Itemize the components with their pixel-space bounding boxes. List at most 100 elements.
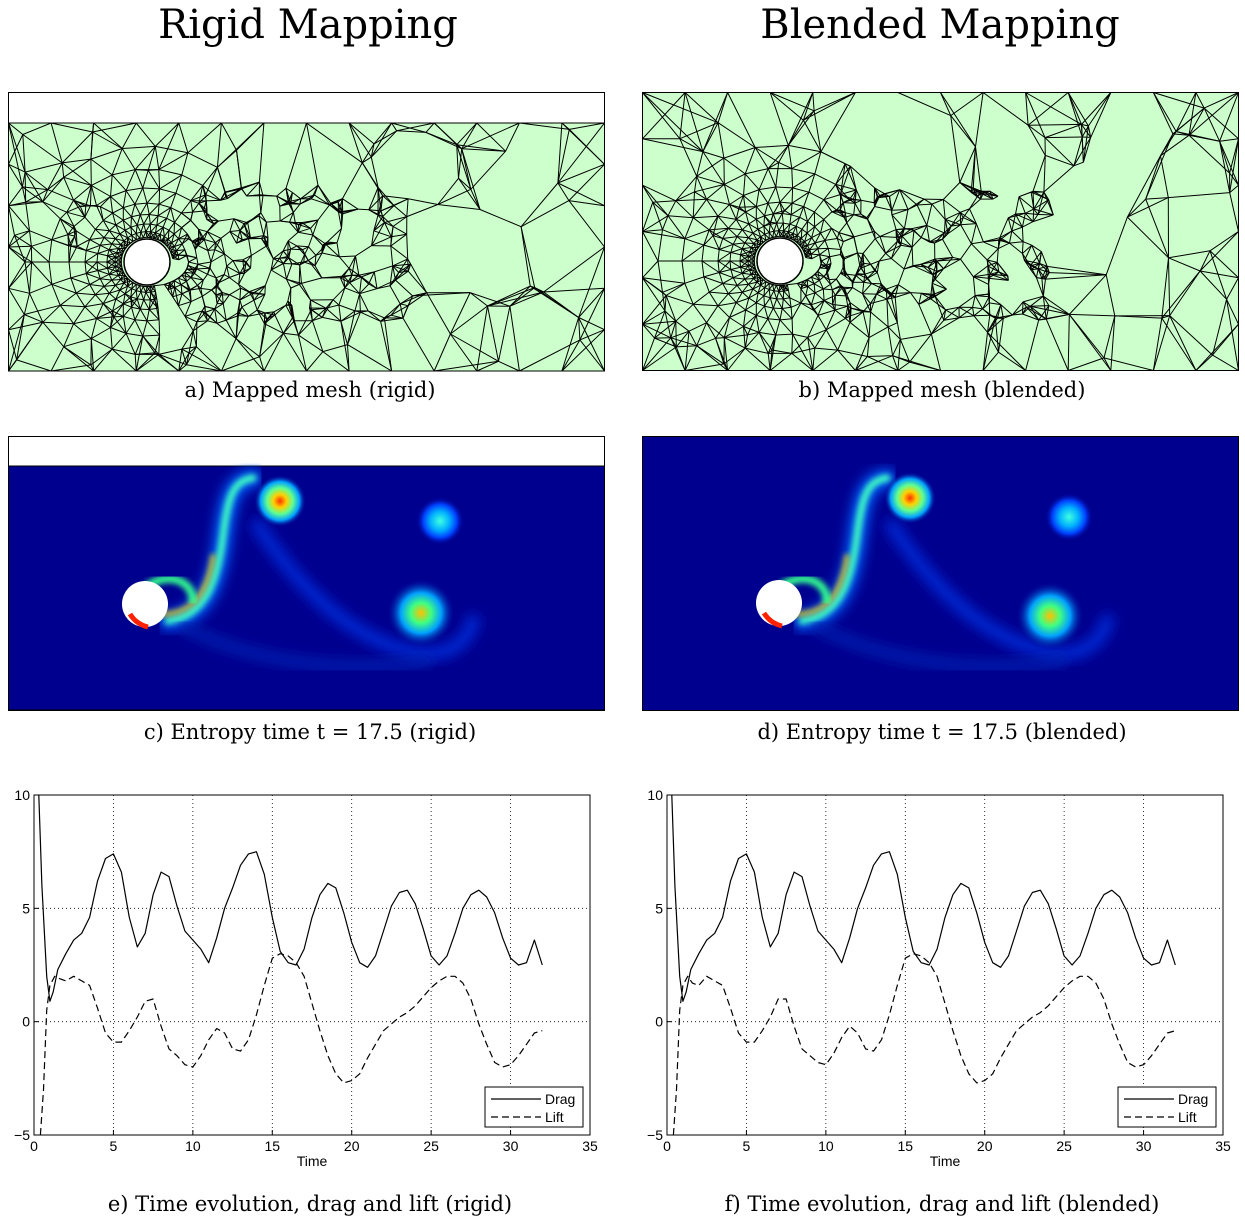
mesh-edge [1045, 274, 1107, 280]
mesh-edge [155, 226, 164, 234]
mesh-edge [148, 309, 160, 321]
mesh-edge [181, 152, 189, 176]
mesh-edge [1043, 191, 1054, 216]
mesh-edge [561, 329, 605, 372]
mesh-edge [1030, 263, 1040, 267]
mesh-edge [790, 214, 800, 218]
mesh-edge [901, 228, 905, 237]
mesh-edge [773, 285, 777, 292]
mesh-edge [150, 224, 158, 233]
mesh-edge [652, 200, 676, 203]
mesh-edge [224, 253, 228, 267]
mesh-edge [197, 261, 212, 265]
mesh-edge [739, 260, 741, 268]
mesh-edge [134, 169, 144, 189]
mesh-edge [330, 202, 342, 213]
mesh-edge [824, 240, 829, 249]
mesh-edge [1226, 299, 1239, 371]
mesh-edge [114, 266, 117, 272]
mesh-edge [106, 255, 108, 263]
mesh-edge [812, 349, 839, 371]
mesh-edge [897, 339, 901, 371]
mesh-edge [95, 292, 110, 296]
mesh-edge [945, 309, 960, 319]
mesh-edge [960, 208, 970, 213]
mesh-edge [694, 191, 707, 200]
mesh-edge [233, 218, 241, 231]
mesh-edge [384, 222, 394, 227]
mesh-edge [402, 317, 435, 372]
mesh-edge [1043, 295, 1070, 315]
mesh-edge [219, 192, 226, 201]
mesh-edge [703, 229, 710, 246]
mesh-edge [813, 279, 820, 285]
mesh-edge [834, 309, 846, 319]
mesh-edge [70, 273, 87, 279]
mesh-edge [303, 261, 316, 267]
mesh-edge [911, 230, 915, 248]
mesh-edge [825, 329, 839, 351]
mesh-edge [358, 271, 375, 276]
mesh-edge [820, 219, 825, 234]
mesh-edge [701, 260, 720, 273]
vortex-top-rigid [254, 475, 306, 527]
mesh-edge [799, 244, 808, 246]
mesh-edge [840, 189, 857, 195]
y-tick-label: 5 [655, 900, 663, 916]
mesh-edge [115, 282, 125, 286]
mesh-edge [8, 186, 23, 206]
mesh-edge [696, 157, 725, 177]
mesh-edge [723, 347, 746, 365]
mesh-edge [808, 191, 825, 201]
mesh-edge [123, 240, 126, 249]
mesh-edge [1199, 270, 1227, 300]
mesh-edge [1043, 165, 1075, 193]
mesh-edge [797, 283, 808, 287]
mesh-edge [1022, 301, 1024, 315]
mesh-edge [756, 274, 759, 283]
mesh-edge [257, 309, 265, 314]
mesh-edge [931, 317, 960, 335]
mesh-edge [256, 309, 265, 324]
mesh-edge [800, 288, 807, 297]
mesh-edge [8, 321, 43, 331]
mesh-edge [779, 308, 783, 320]
mesh-edge [242, 259, 251, 269]
mesh-edge [934, 256, 953, 260]
mesh-edge [173, 233, 179, 240]
mesh-edge [807, 283, 815, 287]
mesh-edge [642, 92, 681, 140]
mesh-edge [373, 222, 385, 232]
mesh-edge [743, 189, 760, 196]
mesh-edge [757, 287, 766, 294]
mesh-edge [723, 157, 746, 175]
mesh-edge [137, 223, 144, 226]
mesh-edge [520, 200, 570, 228]
mesh-edge [340, 310, 356, 322]
mesh-edge [772, 201, 781, 215]
mesh-edge [202, 166, 218, 186]
mesh-edge [852, 287, 863, 295]
mesh-edge [1041, 266, 1048, 279]
mesh-edge [214, 238, 222, 250]
mesh-edge [764, 287, 770, 291]
mesh-edge [803, 192, 810, 207]
mesh-edge [735, 219, 743, 230]
mesh-edge [742, 247, 752, 250]
mesh-edge [960, 243, 972, 260]
mesh-edge [97, 245, 101, 254]
mesh-edge [853, 203, 856, 215]
mesh-edge [942, 199, 961, 213]
mesh-edge [192, 330, 197, 347]
mesh-edge [148, 214, 151, 225]
mesh-edge [863, 281, 872, 284]
mesh-edge [767, 334, 777, 354]
mesh-edge [764, 283, 770, 289]
mesh-edge [854, 202, 862, 215]
mesh-edge [1068, 357, 1105, 371]
mesh-edge [173, 227, 182, 235]
mesh-edge [344, 287, 360, 295]
mesh-edge [642, 323, 655, 339]
mesh-edge [748, 292, 759, 299]
